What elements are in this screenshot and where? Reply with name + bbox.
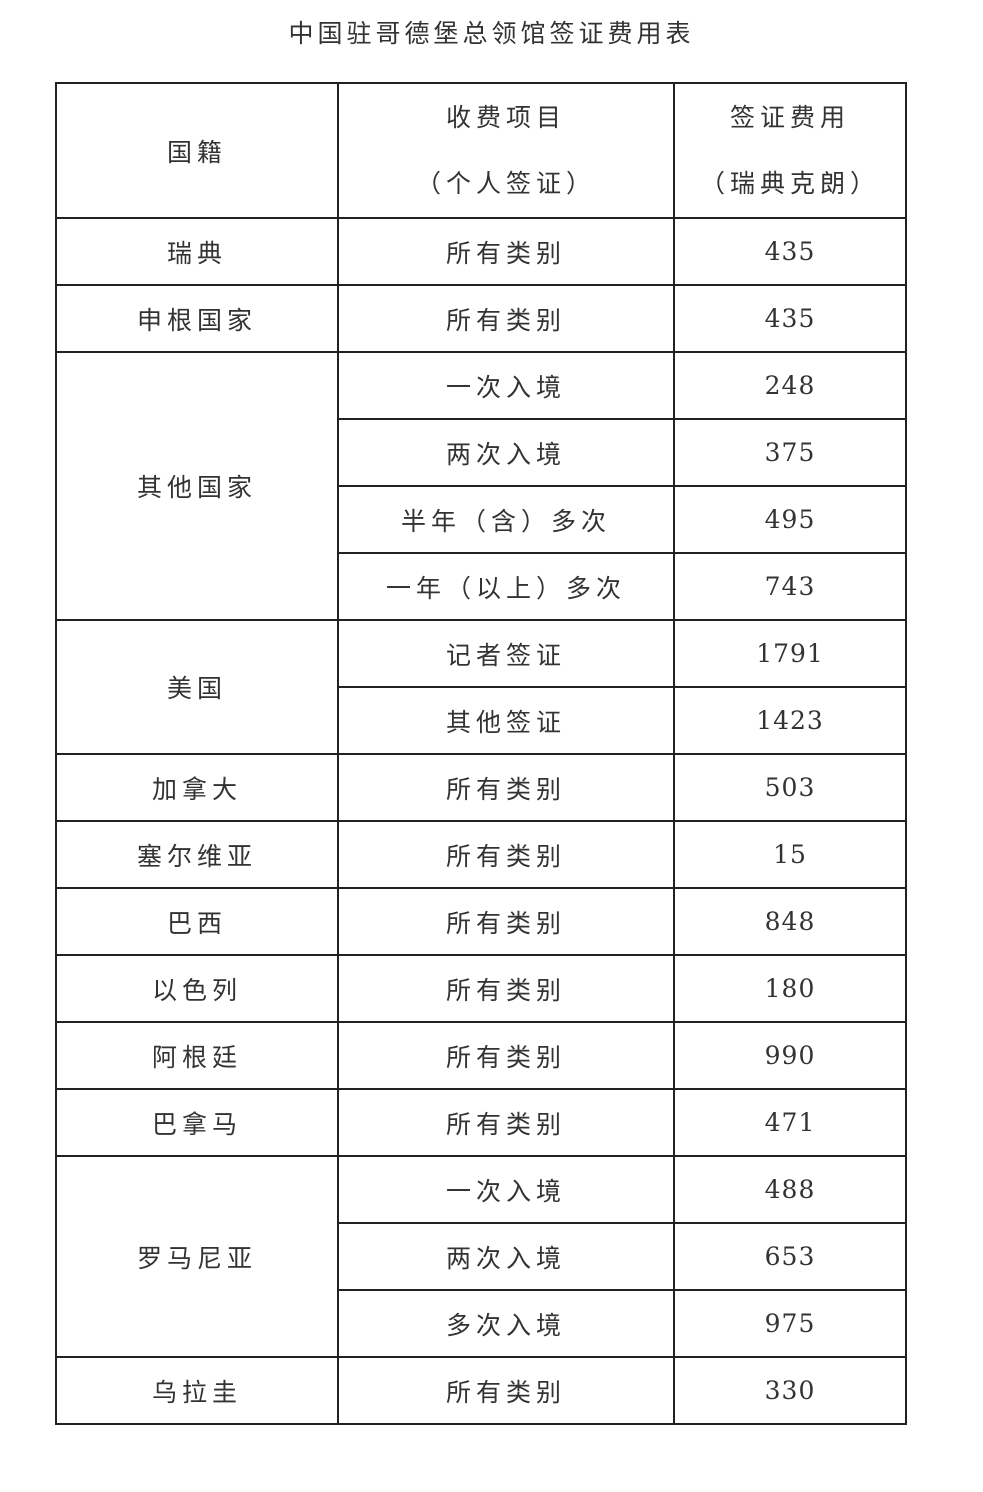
header-fee-label: 签证费用 [729,102,850,132]
fee-cell: 330 [673,1356,907,1425]
table-row: 美国 记者签证 1791 [55,619,907,755]
table-row: 一年（以上）多次 743 [56,552,907,621]
table-row: 瑞典 所有类别 435 [55,217,907,286]
document-title: 中国驻哥德堡总领馆签证费用表 [288,19,695,48]
table-row: 阿根廷 所有类别 990 [55,1021,907,1090]
item-cell: 一年（以上）多次 [337,552,675,621]
country-cell: 加拿大 [55,753,339,822]
country-cell: 其他国家 [55,351,339,621]
fee-cell: 495 [673,485,907,554]
table-row: 巴西 所有类别 848 [55,887,907,956]
item-cell: 一次入境 [337,351,675,420]
item-cell: 所有类别 [337,887,675,956]
country-cell: 罗马尼亚 [55,1155,339,1358]
item-cell: 所有类别 [337,954,675,1023]
fee-cell: 848 [673,887,907,956]
item-cell: 所有类别 [337,820,675,889]
fee-cell: 743 [673,552,907,621]
header-item: 收费项目 （个人签证） [337,82,675,219]
table-row: 半年（含）多次 495 [56,485,907,554]
country-cell: 巴拿马 [55,1088,339,1157]
item-cell: 两次入境 [337,1222,675,1291]
item-cell: 半年（含）多次 [337,485,675,554]
country-cell: 巴西 [55,887,339,956]
country-cell: 瑞典 [55,217,339,286]
fee-cell: 15 [673,820,907,889]
country-cell: 以色列 [55,954,339,1023]
fee-cell: 1423 [673,686,907,755]
country-cell: 乌拉圭 [55,1356,339,1425]
country-cell: 美国 [55,619,339,755]
table-row: 其他国家 一次入境 248 [55,351,907,621]
table-row: 加拿大 所有类别 503 [55,753,907,822]
fee-cell: 1791 [673,619,907,688]
table-row: 塞尔维亚 所有类别 15 [55,820,907,889]
fee-cell: 248 [673,351,907,420]
table-header-row: 国籍 收费项目 （个人签证） 签证费用 （瑞典克朗） [55,82,907,219]
item-cell: 所有类别 [337,1021,675,1090]
fee-cell: 435 [673,217,907,286]
table-row: 申根国家 所有类别 435 [55,284,907,353]
table-row: 乌拉圭 所有类别 330 [55,1356,907,1425]
fee-cell: 990 [673,1021,907,1090]
header-nationality: 国籍 [55,82,339,219]
item-cell: 所有类别 [337,217,675,286]
table-row: 两次入境 375 [56,418,907,487]
table-row: 巴拿马 所有类别 471 [55,1088,907,1157]
fee-cell: 471 [673,1088,907,1157]
table-row: 罗马尼亚 一次入境 488 [55,1155,907,1358]
header-fee: 签证费用 （瑞典克朗） [673,82,907,219]
table-row: 以色列 所有类别 180 [55,954,907,1023]
item-cell: 多次入境 [337,1289,675,1358]
item-cell: 记者签证 [337,619,675,688]
item-cell: 其他签证 [337,686,675,755]
fee-cell: 435 [673,284,907,353]
country-cell: 阿根廷 [55,1021,339,1090]
fee-cell: 503 [673,753,907,822]
table-row: 其他签证 1423 [56,686,907,755]
header-item-sublabel: （个人签证） [415,168,596,198]
item-cell: 两次入境 [337,418,675,487]
header-fee-sublabel: （瑞典克朗） [699,168,880,198]
item-cell: 所有类别 [337,1088,675,1157]
item-cell: 所有类别 [337,284,675,353]
header-item-label: 收费项目 [445,102,566,132]
fee-cell: 488 [673,1155,907,1224]
item-cell: 所有类别 [337,1356,675,1425]
item-cell: 所有类别 [337,753,675,822]
country-cell: 申根国家 [55,284,339,353]
fee-cell: 375 [673,418,907,487]
fee-cell: 180 [673,954,907,1023]
header-nationality-label: 国籍 [166,137,227,167]
country-cell: 塞尔维亚 [55,820,339,889]
item-cell: 一次入境 [337,1155,675,1224]
table-row: 两次入境 653 [56,1222,907,1291]
table-row: 多次入境 975 [56,1289,907,1358]
fee-cell: 653 [673,1222,907,1291]
visa-fee-table: 国籍 收费项目 （个人签证） 签证费用 （瑞典克朗） 瑞典 所有类别 435 申根国家… [55,82,907,1425]
fee-cell: 975 [673,1289,907,1358]
